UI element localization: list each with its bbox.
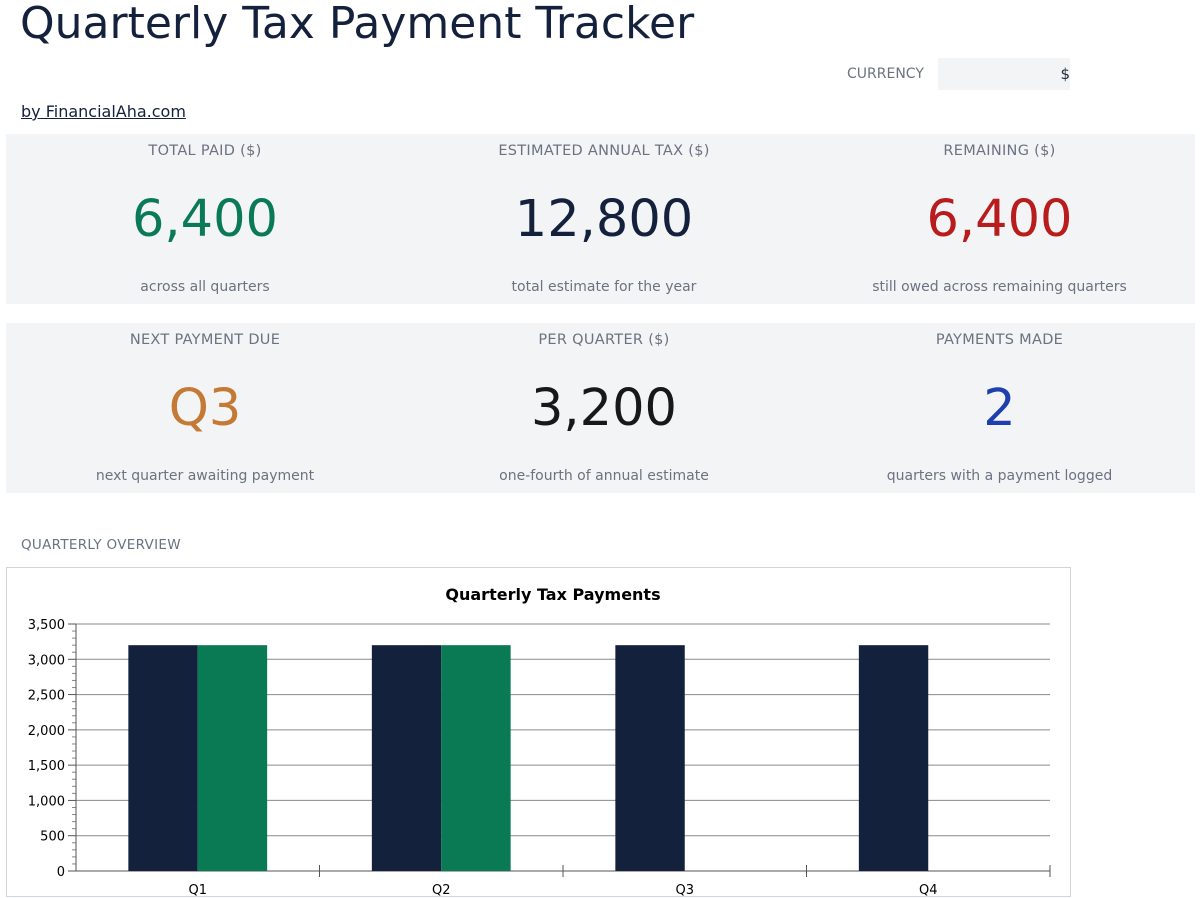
kpi-label: PAYMENTS MADE — [935, 332, 1064, 348]
kpi-row-totals: TOTAL PAID ($) 6,400 across all quarters… — [6, 134, 1195, 304]
kpi-value-estimated-annual-tax: 12,800 — [514, 190, 694, 249]
bar-q1-series-2 — [197, 645, 268, 871]
kpi-card-total-paid: TOTAL PAID ($) 6,400 across all quarters — [6, 134, 404, 304]
y-tick-label: 0 — [57, 865, 65, 880]
kpi-value-remaining: 6,400 — [926, 190, 1073, 249]
bar-q2-series-2 — [441, 645, 511, 871]
kpi-value-total-paid: 6,400 — [131, 190, 278, 249]
kpi-label: TOTAL PAID ($) — [148, 143, 262, 159]
chart-canvas: Quarterly Tax Payments 0 500 1,000 1,500 2,00… — [28, 585, 1051, 898]
kpi-value-per-quarter: 3,200 — [530, 379, 677, 438]
kpi-subtext: total estimate for the year — [511, 279, 697, 295]
kpi-label: REMAINING ($) — [943, 143, 1056, 159]
currency-field[interactable]: $ — [938, 58, 1070, 90]
kpi-card-payments-made: PAYMENTS MADE 2 quarters with a payment … — [804, 323, 1195, 493]
kpi-subtext: quarters with a payment logged — [886, 468, 1113, 484]
y-tick-label: 500 — [40, 830, 65, 845]
bar-q4-series-1 — [858, 645, 929, 871]
kpi-row-schedule: NEXT PAYMENT DUE Q3 next quarter awaitin… — [6, 323, 1195, 493]
kpi-card-estimated-annual-tax: ESTIMATED ANNUAL TAX ($) 12,800 total es… — [404, 134, 804, 304]
page-title: Quarterly Tax Payment Tracker — [20, 0, 695, 49]
kpi-card-per-quarter: PER QUARTER ($) 3,200 one-fourth of annu… — [404, 323, 804, 493]
kpi-subtext: across all quarters — [140, 279, 270, 295]
quarterly-payments-chart: Quarterly Tax Payments 0 500 1,000 1,500 2,00… — [6, 567, 1071, 898]
y-tick-label: 1,500 — [28, 759, 65, 774]
kpi-value-next-payment-due: Q3 — [168, 379, 242, 438]
x-tick-label: Q3 — [675, 883, 694, 898]
kpi-value-payments-made: 2 — [983, 379, 1016, 438]
y-tick-label: 1,000 — [28, 794, 65, 809]
y-tick-label: 3,000 — [28, 653, 65, 668]
chart-title: Quarterly Tax Payments — [445, 585, 660, 604]
x-tick-label: Q1 — [188, 883, 207, 898]
kpi-label: ESTIMATED ANNUAL TAX ($) — [498, 143, 710, 159]
bar-q1-series-1 — [128, 645, 198, 871]
y-tick-label: 2,500 — [28, 689, 65, 704]
kpi-label: PER QUARTER ($) — [538, 332, 670, 348]
x-tick-label: Q4 — [919, 883, 938, 898]
byline-link[interactable]: by FinancialAha.com — [21, 102, 186, 121]
kpi-subtext: next quarter awaiting payment — [95, 468, 315, 484]
currency-label: CURRENCY — [847, 66, 924, 82]
kpi-card-next-payment-due: NEXT PAYMENT DUE Q3 next quarter awaitin… — [6, 323, 404, 493]
y-tick-label: 2,000 — [28, 724, 65, 739]
bar-q3-series-1 — [615, 645, 685, 871]
kpi-subtext: still owed across remaining quarters — [872, 279, 1127, 295]
y-tick-label: 3,500 — [28, 618, 65, 633]
section-title-quarterly-overview: QUARTERLY OVERVIEW — [21, 537, 181, 553]
x-tick-label: Q2 — [432, 883, 451, 898]
kpi-label: NEXT PAYMENT DUE — [129, 332, 281, 348]
bar-q2-series-1 — [371, 645, 442, 871]
kpi-subtext: one-fourth of annual estimate — [499, 468, 709, 484]
kpi-card-remaining: REMAINING ($) 6,400 still owed across re… — [804, 134, 1195, 304]
